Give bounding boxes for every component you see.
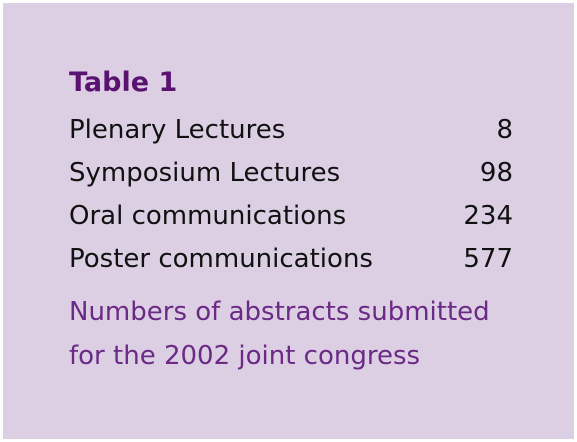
caption-line: Numbers of abstracts submitted — [69, 297, 490, 327]
row-label: Oral communications — [69, 201, 347, 231]
table-panel: Table 1 Plenary Lectures 8 Symposium Lectu… — [3, 3, 574, 439]
table-row: Plenary Lectures 8 — [69, 115, 513, 145]
row-count: 234 — [463, 201, 513, 231]
row-count: 98 — [479, 158, 513, 188]
table-row: Oral communications 234 — [69, 201, 513, 231]
caption-line: for the 2002 joint congress — [69, 341, 421, 371]
row-count: 577 — [463, 244, 513, 274]
table-row: Symposium Lectures 98 — [69, 158, 513, 188]
table-title: Table 1 — [69, 67, 178, 98]
row-label: Plenary Lectures — [69, 115, 286, 145]
row-label: Poster communications — [69, 244, 373, 274]
row-label: Symposium Lectures — [69, 158, 341, 188]
row-count: 8 — [496, 115, 513, 145]
table-row: Poster communications 577 — [69, 244, 513, 274]
